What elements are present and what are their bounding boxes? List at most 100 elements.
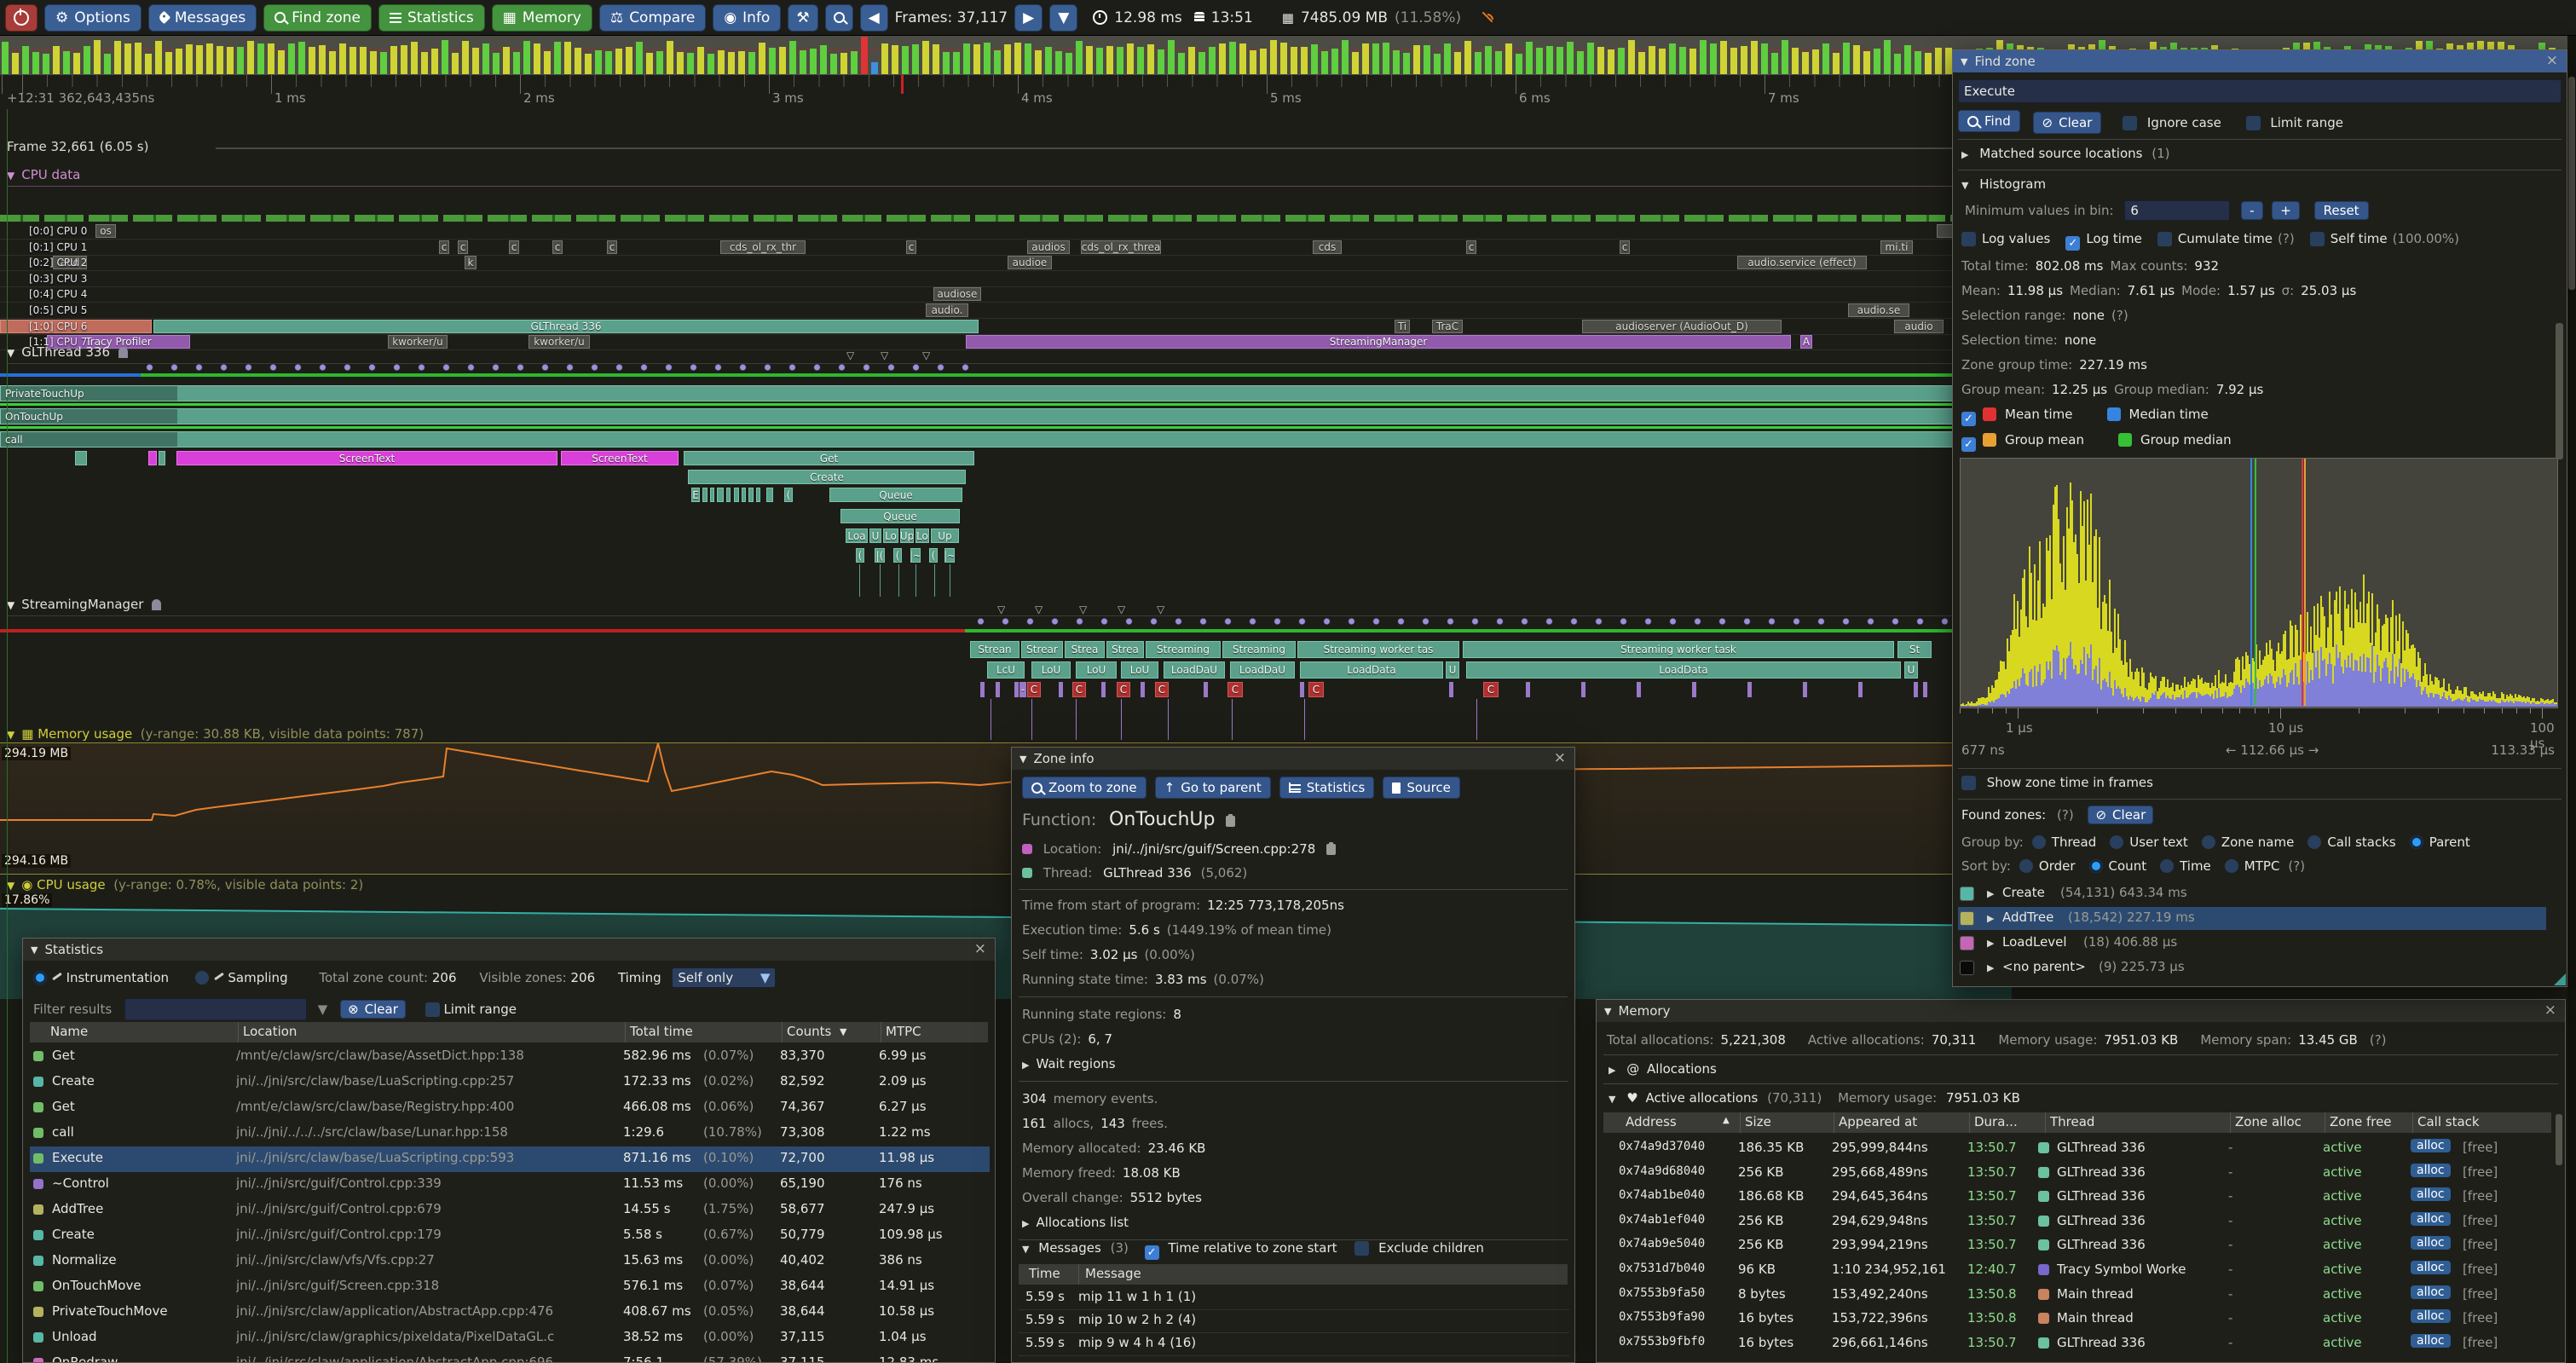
- statistics-button[interactable]: Statistics: [378, 3, 485, 32]
- cpu-zone[interactable]: cds_ol_rx_thr: [720, 240, 806, 254]
- frame-bar[interactable]: [12, 53, 19, 74]
- frame-bar[interactable]: [452, 52, 459, 74]
- streaming-zone[interactable]: Streaming worker task: [1463, 641, 1894, 658]
- glthread-zone[interactable]: |~: [910, 548, 921, 563]
- message-marker-icon[interactable]: ▽: [1157, 604, 1165, 615]
- message-marker-icon[interactable]: ▽: [922, 349, 931, 361]
- glthread-zone[interactable]: ScreenText: [176, 451, 557, 465]
- zone-name-radio[interactable]: [2201, 835, 2215, 849]
- frame-bar[interactable]: [513, 51, 520, 74]
- frame-bar[interactable]: [902, 45, 909, 74]
- prev-frame-button[interactable]: ◀: [859, 3, 888, 32]
- statistics-row[interactable]: Create jni/../jni/src/guif/Control.cpp:17…: [30, 1223, 990, 1249]
- glthread-zone[interactable]: |~: [944, 548, 955, 563]
- frame-bar[interactable]: [943, 51, 950, 74]
- frame-bar[interactable]: [493, 52, 500, 74]
- sampling-radio[interactable]: [194, 971, 209, 985]
- statistics-row[interactable]: call jni/../jni/../../../src/claw/base/Lu…: [30, 1121, 990, 1146]
- frame-bar[interactable]: [1045, 47, 1052, 74]
- frame-bar[interactable]: [278, 50, 285, 74]
- self-time-checkbox[interactable]: [2309, 232, 2325, 246]
- streaming-zone[interactable]: LoadData: [1466, 661, 1901, 679]
- statistics-row[interactable]: Normalize jni/../jni/src/claw/vfs/Vfs.cpp…: [30, 1249, 990, 1274]
- cpu-zone[interactable]: StreamingManager: [966, 335, 1791, 349]
- glthread-zone[interactable]: (: [893, 548, 902, 563]
- instrumentation-radio[interactable]: [33, 971, 47, 985]
- frame-bar[interactable]: [1945, 48, 1952, 74]
- statistics-row[interactable]: Get/mnt/e/claw/src/claw/base/Registry.hp…: [30, 1095, 990, 1121]
- frame-bar[interactable]: [1280, 42, 1287, 74]
- frame-bar[interactable]: [1649, 46, 1655, 74]
- frame-dropdown-button[interactable]: ▼: [1049, 3, 1078, 32]
- cumulate-time-checkbox[interactable]: [2157, 232, 2172, 246]
- cpu-zone[interactable]: audios: [1027, 240, 1070, 254]
- streaming-zone[interactable]: C: [1072, 682, 1086, 697]
- frame-bar[interactable]: [759, 42, 765, 74]
- frame-bar[interactable]: [1915, 50, 1921, 74]
- frame-bar[interactable]: [472, 48, 479, 74]
- streaming-zone[interactable]: LoU: [1121, 661, 1158, 679]
- frame-bar[interactable]: [984, 43, 991, 74]
- statistics-titlebar[interactable]: ▼ Statistics: [23, 939, 995, 961]
- frame-bar[interactable]: [186, 43, 193, 74]
- frame-bar[interactable]: [1853, 45, 1860, 74]
- frame-bar[interactable]: [196, 44, 203, 74]
- cpu-zone[interactable]: kworker/u: [388, 335, 448, 349]
- frame-bar[interactable]: [63, 51, 70, 74]
- frame-bar[interactable]: [73, 53, 80, 74]
- frame-label[interactable]: Frame 32,661 (6.05 s): [7, 139, 149, 154]
- allocations-toggle[interactable]: ▶ @ Allocations: [1609, 1061, 1717, 1077]
- call-stacks-radio[interactable]: [2307, 835, 2322, 849]
- cpu-zone[interactable]: c: [552, 240, 563, 254]
- frame-bar[interactable]: [585, 53, 592, 74]
- frame-bar[interactable]: [626, 47, 632, 74]
- frame-bar[interactable]: [1741, 46, 1747, 74]
- glthread-zone[interactable]: Loa: [846, 528, 868, 543]
- frame-bar[interactable]: [1597, 46, 1604, 74]
- column-divider[interactable]: [1969, 1112, 1970, 1133]
- frame-bar[interactable]: [1710, 43, 1717, 74]
- streaming-zone[interactable]: C: [1027, 682, 1041, 697]
- streaming-zone[interactable]: [1637, 682, 1641, 697]
- frame-bar[interactable]: [53, 46, 60, 74]
- streaming-zone[interactable]: C: [1227, 682, 1243, 697]
- cpu-zone[interactable]: audioe: [1008, 256, 1052, 269]
- column-divider[interactable]: [782, 1022, 783, 1042]
- frame-bar[interactable]: [176, 49, 182, 74]
- min-bin-input[interactable]: 6: [2124, 200, 2231, 221]
- compare-button[interactable]: ⚖ Compare: [598, 3, 707, 32]
- glthread-depth-bar[interactable]: PrivateTouchUp: [0, 385, 1995, 401]
- streaming-zone[interactable]: [1101, 682, 1106, 697]
- message-marker-icon[interactable]: ▽: [997, 604, 1006, 615]
- active-allocations-toggle[interactable]: ▼ ♥ Active allocations (70,311) Memory u…: [1609, 1090, 2020, 1106]
- glthread-zone[interactable]: ScreenText: [561, 451, 679, 465]
- cpu-zone[interactable]: audio: [1894, 320, 1944, 333]
- order-radio[interactable]: [2019, 859, 2033, 873]
- streaming-zone[interactable]: C: [1483, 682, 1499, 697]
- column-divider[interactable]: [625, 1022, 626, 1042]
- frame-bar[interactable]: [1096, 48, 1103, 74]
- frame-bar[interactable]: [298, 42, 305, 74]
- frame-bar[interactable]: [411, 41, 418, 74]
- glthread-zone[interactable]: Lo: [883, 528, 898, 543]
- streaming-zone[interactable]: Strear: [1021, 641, 1063, 658]
- find-button[interactable]: Find: [1958, 110, 2020, 132]
- glthread-zone[interactable]: Queue: [840, 509, 960, 523]
- frame-bar[interactable]: [1761, 43, 1768, 74]
- frame-bar[interactable]: [718, 49, 725, 74]
- frame-bar[interactable]: [145, 53, 152, 74]
- allocation-row[interactable]: 0x7553b9fa90 16 bytes 153,722,396ns 13:50.8…: [1619, 1309, 2498, 1325]
- frame-bar[interactable]: [656, 51, 663, 74]
- frame-bar[interactable]: [575, 48, 581, 74]
- glthread-zone[interactable]: E: [691, 488, 700, 502]
- cpu-zone[interactable]: c: [607, 240, 617, 254]
- frame-bar[interactable]: [1925, 52, 1932, 74]
- frame-bar[interactable]: [769, 48, 776, 74]
- frame-bar[interactable]: [1516, 53, 1522, 74]
- legend-checkbox[interactable]: ✓: [1961, 437, 1976, 452]
- frame-bar[interactable]: [1495, 50, 1502, 74]
- zone-statistics-button[interactable]: Statistics: [1279, 777, 1375, 799]
- frame-bar[interactable]: [217, 46, 223, 74]
- frame-bar[interactable]: [503, 47, 510, 74]
- cpu-zone[interactable]: audioserver (AudioOut_D): [1582, 320, 1782, 333]
